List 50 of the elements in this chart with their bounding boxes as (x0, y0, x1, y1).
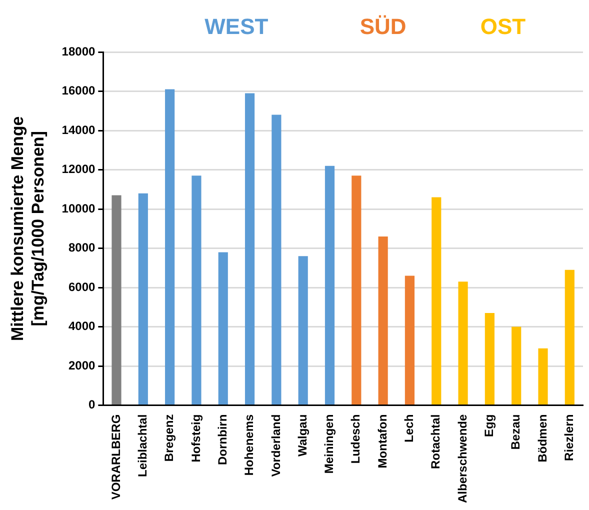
x-tick-label: Egg (482, 414, 496, 437)
bar (244, 93, 255, 405)
y-tick-label: 14000 (62, 122, 96, 137)
y-tick-label: 4000 (68, 319, 96, 334)
x-tick-label: Meiningen (322, 414, 336, 474)
x-tick-label: Hofsteig (188, 414, 203, 462)
bar (298, 256, 308, 405)
y-tick-label: 10000 (62, 201, 96, 216)
x-tick-label: Bezau (508, 414, 523, 450)
text: WEST (204, 14, 268, 40)
x-tick-label: Rotachtal (428, 414, 443, 469)
bar (378, 236, 388, 405)
bar (512, 326, 522, 405)
bar (192, 176, 202, 405)
x-tick-label: Riezlern (562, 414, 576, 461)
x-tick-label: Montafon (375, 414, 390, 468)
x-tick-label: Vorderland (268, 414, 283, 477)
bar (324, 166, 335, 405)
x-tick-label: Ludesch (348, 414, 363, 464)
y-tick-label: 12000 (62, 162, 96, 176)
x-tick-label: Leiblachtal (135, 414, 150, 477)
y-tick-label: 2000 (68, 358, 96, 372)
x-tick-label: Hohenems (242, 414, 256, 476)
bar (484, 313, 494, 405)
y-tick-label: 6000 (68, 280, 96, 294)
bar (458, 282, 468, 405)
bar (165, 89, 175, 405)
text: SÜD (360, 14, 406, 40)
bar (218, 252, 228, 405)
y-tick-label: 8000 (68, 240, 96, 255)
x-tick-label: Dornbirn (215, 414, 230, 465)
y-tick-label: 16000 (62, 84, 96, 98)
bar (432, 197, 442, 405)
x-tick-label: Bregenz (162, 414, 176, 462)
x-tick-label: Bödmen (535, 414, 550, 462)
y-axis-title: Mittlere konsumierte Menge [mg/Tag/1000 Personen] (8, 116, 48, 342)
bar (352, 176, 362, 405)
bar (272, 114, 282, 405)
x-tick-label: VORARLBERG (108, 414, 123, 500)
bar (112, 195, 122, 405)
text: OST (480, 14, 526, 40)
x-tick-label: Alberschwende (455, 414, 470, 504)
x-tick-label: Walgau (295, 414, 310, 457)
bar (404, 276, 415, 405)
bar (138, 193, 148, 405)
x-tick-label: Lech (402, 414, 416, 442)
bar (564, 270, 574, 405)
y-tick-label: 18000 (62, 44, 96, 58)
bar (538, 348, 548, 405)
y-tick-label: 0 (88, 398, 96, 412)
